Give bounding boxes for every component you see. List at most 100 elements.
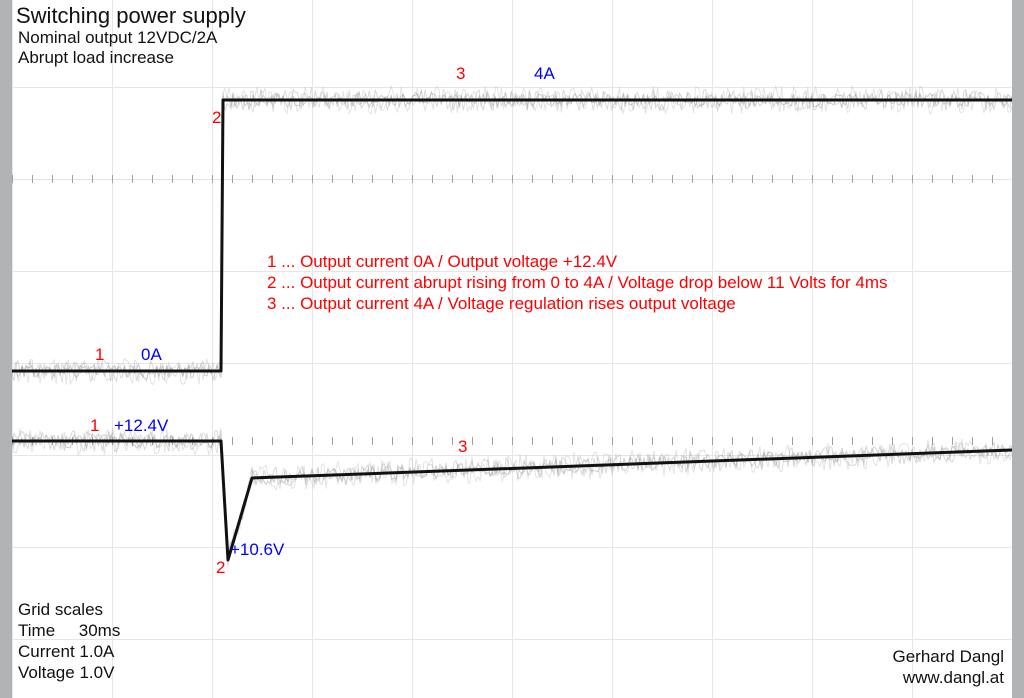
plot-subtitle-1: Nominal output 12VDC/2A bbox=[18, 28, 217, 48]
axis-tick bbox=[12, 175, 13, 183]
current-marker-2: 2 bbox=[212, 108, 221, 128]
grid-vertical bbox=[112, 0, 113, 698]
axis-tick bbox=[592, 175, 593, 183]
current-marker-3: 3 bbox=[456, 64, 465, 84]
axis-tick bbox=[392, 175, 393, 183]
axis-tick bbox=[472, 437, 473, 445]
axis-tick bbox=[412, 175, 413, 183]
axis-tick bbox=[732, 175, 733, 183]
axis-tick bbox=[412, 437, 413, 445]
axis-tick bbox=[892, 175, 893, 183]
axis-tick bbox=[552, 175, 553, 183]
axis-tick bbox=[172, 175, 173, 183]
axis-tick bbox=[952, 437, 953, 445]
axis-tick bbox=[772, 437, 773, 445]
axis-tick bbox=[992, 175, 993, 183]
axis-tick bbox=[992, 437, 993, 445]
axis-tick bbox=[172, 437, 173, 445]
axis-tick bbox=[152, 437, 153, 445]
axis-tick bbox=[252, 437, 253, 445]
axis-tick bbox=[12, 437, 13, 445]
axis-tick bbox=[312, 437, 313, 445]
axis-tick bbox=[572, 175, 573, 183]
axis-tick bbox=[372, 175, 373, 183]
grid-vertical bbox=[212, 0, 213, 698]
legend-line-2: 2 ... Output current abrupt rising from … bbox=[267, 273, 888, 293]
axis-tick bbox=[972, 175, 973, 183]
axis-tick bbox=[752, 175, 753, 183]
axis-tick bbox=[532, 175, 533, 183]
grid-vertical bbox=[412, 0, 413, 698]
axis-tick bbox=[372, 437, 373, 445]
axis-tick bbox=[332, 175, 333, 183]
axis-tick bbox=[32, 175, 33, 183]
axis-tick bbox=[872, 175, 873, 183]
axis-tick bbox=[292, 175, 293, 183]
voltage-value-12-4: +12.4V bbox=[114, 416, 168, 436]
axis-tick bbox=[332, 437, 333, 445]
axis-tick bbox=[872, 437, 873, 445]
axis-tick bbox=[352, 437, 353, 445]
axis-tick bbox=[692, 437, 693, 445]
grid-vertical bbox=[812, 0, 813, 698]
axis-tick bbox=[912, 175, 913, 183]
plot-title: Switching power supply bbox=[16, 3, 246, 29]
grid-scales-heading: Grid scales bbox=[18, 600, 103, 620]
axis-tick bbox=[272, 175, 273, 183]
axis-tick bbox=[732, 437, 733, 445]
axis-tick bbox=[492, 175, 493, 183]
grid-vertical bbox=[712, 0, 713, 698]
plot-subtitle-2: Abrupt load increase bbox=[18, 48, 174, 68]
grid-vertical bbox=[12, 0, 13, 698]
grid-vertical bbox=[312, 0, 313, 698]
voltage-value-10-6: +10.6V bbox=[230, 540, 284, 560]
axis-tick bbox=[652, 175, 653, 183]
grid-scales-time: Time 30ms bbox=[18, 621, 120, 641]
axis-tick bbox=[812, 175, 813, 183]
voltage-marker-1: 1 bbox=[90, 416, 99, 436]
grid-vertical bbox=[612, 0, 613, 698]
axis-tick bbox=[192, 437, 193, 445]
axis-tick bbox=[692, 175, 693, 183]
axis-tick bbox=[632, 437, 633, 445]
axis-tick bbox=[672, 175, 673, 183]
axis-tick bbox=[792, 437, 793, 445]
axis-tick bbox=[792, 175, 793, 183]
grid-horizontal bbox=[12, 455, 1012, 456]
current-value-0A: 0A bbox=[141, 345, 162, 365]
axis-tick bbox=[492, 437, 493, 445]
axis-tick bbox=[552, 437, 553, 445]
axis-tick bbox=[592, 437, 593, 445]
axis-tick bbox=[272, 437, 273, 445]
axis-tick bbox=[232, 437, 233, 445]
axis-tick bbox=[72, 175, 73, 183]
axis-tick bbox=[832, 437, 833, 445]
grid-scales-voltage: Voltage 1.0V bbox=[18, 663, 114, 683]
axis-tick bbox=[472, 175, 473, 183]
axis-tick bbox=[112, 437, 113, 445]
axis-tick bbox=[632, 175, 633, 183]
axis-tick bbox=[892, 437, 893, 445]
axis-tick bbox=[612, 175, 613, 183]
axis-tick bbox=[752, 437, 753, 445]
axis-tick bbox=[432, 175, 433, 183]
axis-tick bbox=[212, 175, 213, 183]
axis-tick bbox=[92, 437, 93, 445]
axis-tick bbox=[292, 437, 293, 445]
axis-tick bbox=[132, 437, 133, 445]
grid-horizontal bbox=[12, 363, 1012, 364]
grid-horizontal bbox=[12, 639, 1012, 640]
axis-tick bbox=[852, 175, 853, 183]
axis-tick bbox=[52, 175, 53, 183]
voltage-marker-2: 2 bbox=[216, 558, 225, 578]
legend-line-3: 3 ... Output current 4A / Voltage regula… bbox=[267, 294, 736, 314]
axis-tick bbox=[512, 175, 513, 183]
axis-tick bbox=[452, 437, 453, 445]
axis-tick bbox=[932, 437, 933, 445]
axis-tick bbox=[672, 437, 673, 445]
axis-tick bbox=[232, 175, 233, 183]
axis-tick bbox=[252, 175, 253, 183]
grid-scales-current: Current 1.0A bbox=[18, 642, 114, 662]
axis-tick bbox=[532, 437, 533, 445]
axis-tick bbox=[852, 437, 853, 445]
